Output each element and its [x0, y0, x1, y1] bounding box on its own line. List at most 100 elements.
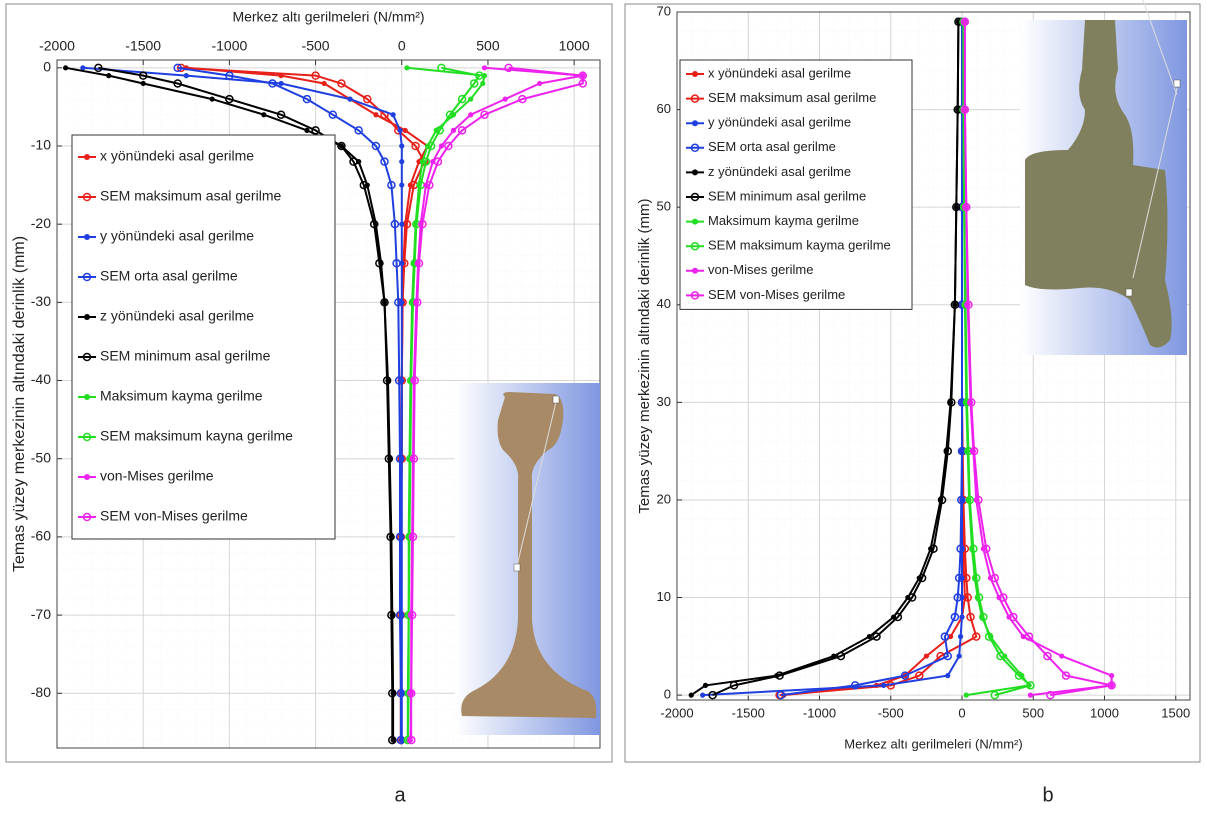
- data-point: [399, 182, 404, 187]
- legend-label: SEM von-Mises gerilme: [708, 287, 845, 302]
- y-axis-label: Temas yüzey merkezinin altındaki derinli…: [636, 198, 653, 513]
- y-tick-label: -80: [31, 684, 51, 700]
- data-point: [700, 693, 705, 698]
- x-tick-label: -500: [878, 705, 904, 720]
- legend-label: SEM orta asal gerilme: [100, 268, 238, 284]
- data-point: [322, 81, 327, 86]
- legend: x yönündeki asal gerilme SEM maksimum asa…: [72, 135, 335, 539]
- y-tick-label: 0: [664, 687, 671, 702]
- data-point: [689, 693, 694, 698]
- legend-label: SEM von-Mises gerilme: [100, 508, 248, 524]
- data-point: [141, 81, 146, 86]
- data-point: [184, 73, 189, 78]
- data-point: [1109, 673, 1114, 678]
- data-point: [439, 143, 444, 148]
- x-axis-label: Merkez altı gerilmeleri (N/mm²): [232, 9, 424, 25]
- x-tick-label: 1500: [1161, 705, 1190, 720]
- data-point: [480, 81, 485, 86]
- y-tick-label: 10: [657, 589, 671, 604]
- legend-label: SEM maksimum kayma gerilme: [708, 238, 891, 253]
- data-point: [399, 159, 404, 164]
- y-tick-label: 60: [657, 101, 671, 116]
- y-tick-label: -70: [31, 606, 51, 622]
- data-point: [468, 112, 473, 117]
- legend-marker: [692, 219, 698, 225]
- legend-marker: [692, 169, 698, 175]
- legend-label: z yönündeki asal gerilme: [708, 164, 851, 179]
- legend-marker: [84, 234, 90, 240]
- x-tick-label: 500: [476, 38, 500, 54]
- data-point: [261, 112, 266, 117]
- data-point: [373, 112, 378, 117]
- y-tick-label: 40: [657, 296, 671, 311]
- y-tick-label: -20: [31, 215, 51, 231]
- x-axis-label: Merkez altı gerilmeleri (N/mm²): [844, 736, 1022, 751]
- y-tick-label: 70: [657, 3, 671, 18]
- data-point: [468, 96, 473, 101]
- data-point: [482, 65, 487, 70]
- y-axis-label: Temas yüzey merkezinin altındaki derinli…: [11, 236, 28, 572]
- data-point: [210, 96, 215, 101]
- data-point: [958, 634, 963, 639]
- data-point: [347, 96, 352, 101]
- legend-marker: [692, 268, 698, 274]
- legend-label: Maksimum kayma gerilme: [100, 388, 263, 404]
- data-point: [304, 128, 309, 133]
- y-tick-label: -60: [31, 528, 51, 544]
- data-point: [1059, 653, 1064, 658]
- panel-label: b: [1042, 784, 1053, 806]
- y-tick-label: -30: [31, 293, 51, 309]
- legend-marker: [692, 71, 698, 77]
- legend-label: SEM orta asal gerilme: [708, 139, 836, 154]
- x-tick-label: -2000: [39, 38, 75, 54]
- x-tick-label: -1500: [125, 38, 161, 54]
- data-point: [957, 653, 962, 658]
- x-tick-label: -500: [302, 38, 330, 54]
- x-tick-label: 0: [398, 38, 406, 54]
- legend-label: x yönündeki asal gerilme: [708, 65, 851, 80]
- legend-label: z yönündeki asal gerilme: [100, 308, 254, 324]
- inset-rail-a: [455, 383, 600, 735]
- legend-label: von-Mises gerilme: [100, 468, 214, 484]
- x-tick-label: 1000: [1090, 705, 1119, 720]
- y-tick-label: 0: [43, 59, 51, 75]
- data-point: [403, 128, 408, 133]
- data-point: [1028, 693, 1033, 698]
- legend-marker: [84, 154, 90, 160]
- legend-label: x yönündeki asal gerilme: [100, 148, 254, 164]
- legend-label: SEM maksimum asal gerilme: [100, 188, 281, 204]
- data-point: [503, 96, 508, 101]
- y-tick-label: 30: [657, 394, 671, 409]
- legend-label: SEM maksimum asal gerilme: [708, 90, 876, 105]
- data-point: [703, 683, 708, 688]
- data-point: [399, 222, 404, 227]
- y-tick-label: -10: [31, 137, 51, 153]
- legend: x yönündeki asal gerilme SEM maksimum asa…: [680, 60, 912, 309]
- data-point: [278, 81, 283, 86]
- x-tick-label: -1000: [803, 705, 836, 720]
- data-point: [537, 81, 542, 86]
- data-point: [451, 128, 456, 133]
- data-point: [881, 683, 886, 688]
- legend-label: SEM maksimum kayna gerilme: [100, 428, 293, 444]
- x-tick-label: 1000: [559, 38, 590, 54]
- legend-marker: [692, 120, 698, 126]
- data-point: [404, 65, 409, 70]
- data-point: [399, 143, 404, 148]
- y-tick-label: -40: [31, 371, 51, 387]
- legend-label: von-Mises gerilme: [708, 262, 813, 277]
- legend-marker: [84, 394, 90, 400]
- x-tick-label: -1000: [211, 38, 247, 54]
- legend-marker: [84, 314, 90, 320]
- legend-label: y yönündeki asal gerilme: [708, 115, 851, 130]
- inset-rail-b: [1020, 0, 1187, 355]
- data-point: [964, 693, 969, 698]
- x-tick-label: -2000: [660, 705, 693, 720]
- x-tick-label: 0: [958, 705, 965, 720]
- legend-label: y yönündeki asal gerilme: [100, 228, 254, 244]
- data-point: [397, 128, 402, 133]
- data-point: [106, 73, 111, 78]
- panel-label: a: [394, 784, 406, 806]
- legend-marker: [84, 474, 90, 480]
- x-tick-label: -1500: [732, 705, 765, 720]
